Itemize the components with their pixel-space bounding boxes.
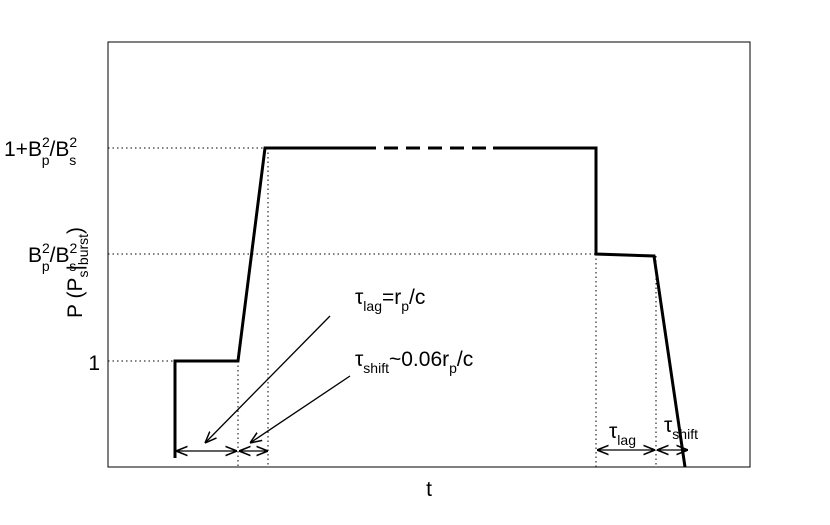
y-tick-label: B2 p/B2 s (28, 240, 77, 274)
y-tick-label: 1 (88, 352, 100, 375)
y-axis-label: P (Ps|burst) (64, 227, 91, 318)
arrows (176, 315, 688, 451)
y-tick-label: 1+B2 p/B2 s (4, 134, 77, 168)
annotation: τshift~0.06rp/c (355, 348, 473, 376)
curve (173, 146, 687, 468)
x-axis-label: t (426, 478, 432, 501)
annotation: τshift (664, 414, 698, 442)
annotation: τlag=rp/c (355, 286, 425, 314)
annotation: τlag (609, 420, 636, 448)
guide-lines (108, 147, 657, 467)
